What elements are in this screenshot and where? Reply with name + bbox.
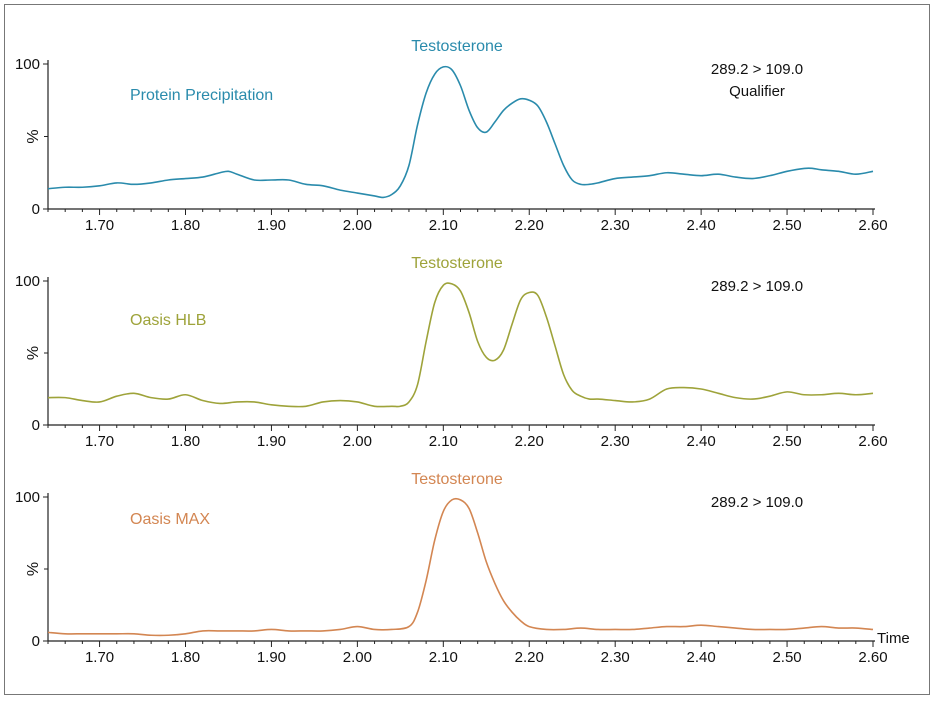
x-tick-label: 2.30 (601, 433, 630, 450)
x-tick-label: 2.50 (772, 649, 801, 666)
x-tick-label: 2.60 (858, 649, 887, 666)
mrm-transition: 289.2 > 109.0 (711, 278, 803, 295)
chromatogram-trace (47, 282, 874, 408)
x-tick-label: 2.40 (687, 433, 716, 450)
x-tick-label: 1.90 (257, 217, 286, 234)
peak-title: Testosterone (411, 255, 503, 272)
method-label: Oasis MAX (130, 511, 210, 528)
x-tick-label: 2.20 (515, 433, 544, 450)
mrm-transition: 289.2 > 109.0 (711, 61, 803, 78)
peak-title: Testosterone (411, 38, 503, 55)
x-tick-label: 2.20 (515, 649, 544, 666)
x-tick-label: 2.30 (601, 217, 630, 234)
y-tick-label: 0 (32, 633, 40, 650)
x-tick-label: 1.90 (257, 649, 286, 666)
method-label: Protein Precipitation (130, 87, 273, 104)
x-tick-label: 2.50 (772, 433, 801, 450)
x-tick-label: 2.60 (858, 433, 887, 450)
x-tick-label: 1.70 (85, 649, 114, 666)
x-tick-label: 2.50 (772, 217, 801, 234)
qualifier-note: Qualifier (729, 83, 785, 100)
y-axis-label: % (25, 562, 42, 576)
mrm-transition: 289.2 > 109.0 (711, 494, 803, 511)
y-tick-label: 100 (15, 273, 40, 290)
x-tick-label: 1.90 (257, 433, 286, 450)
x-tick-label: 1.70 (85, 433, 114, 450)
x-tick-label: 2.00 (343, 217, 372, 234)
chromatogram-trace (47, 497, 874, 637)
x-axis-label: Time (877, 630, 910, 647)
x-tick-label: 2.10 (429, 433, 458, 450)
chart-frame (4, 4, 930, 695)
x-tick-label: 2.00 (343, 433, 372, 450)
x-tick-label: 1.70 (85, 217, 114, 234)
x-tick-label: 2.00 (343, 649, 372, 666)
y-axis-label: % (25, 129, 42, 143)
y-tick-label: 100 (15, 489, 40, 506)
y-tick-label: 100 (15, 56, 40, 73)
x-tick-label: 1.80 (171, 433, 200, 450)
x-tick-label: 2.40 (687, 217, 716, 234)
y-axis-label: % (25, 346, 42, 360)
x-tick-label: 2.30 (601, 649, 630, 666)
x-tick-label: 2.40 (687, 649, 716, 666)
y-tick-label: 0 (32, 417, 40, 434)
y-tick-label: 0 (32, 201, 40, 218)
x-tick-label: 2.60 (858, 217, 887, 234)
x-tick-label: 1.80 (171, 217, 200, 234)
x-tick-label: 2.20 (515, 217, 544, 234)
x-tick-label: 2.10 (429, 649, 458, 666)
chromatogram-trace (47, 65, 874, 199)
x-tick-label: 1.80 (171, 649, 200, 666)
method-label: Oasis HLB (130, 312, 206, 329)
peak-title: Testosterone (411, 471, 503, 488)
x-tick-label: 2.10 (429, 217, 458, 234)
